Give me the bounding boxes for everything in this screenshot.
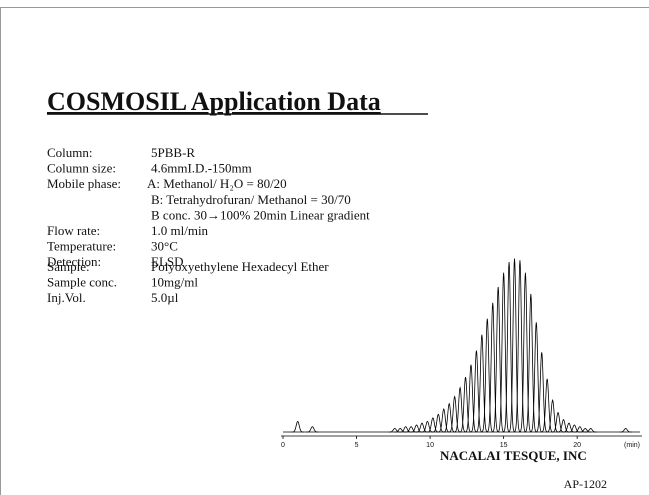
field-value: ELSD xyxy=(151,254,184,269)
peak xyxy=(399,426,412,433)
peak xyxy=(437,408,450,433)
peak xyxy=(415,422,429,433)
peak xyxy=(579,428,592,433)
peak xyxy=(475,334,488,433)
peak xyxy=(306,426,319,433)
peak xyxy=(584,428,597,433)
peak xyxy=(530,322,543,433)
title: COSMOSIL Application Data xyxy=(47,87,381,116)
field-value: 5PBB-R xyxy=(151,145,195,160)
peak xyxy=(562,422,575,433)
peak xyxy=(541,378,554,433)
field-label: Inj.Vol. xyxy=(47,290,86,305)
peak xyxy=(464,364,478,433)
x-tick-label: 15 xyxy=(500,442,508,449)
field-value: 30°C xyxy=(151,239,178,254)
field-value: 1.0 ml/min xyxy=(151,223,209,238)
peak xyxy=(432,413,445,433)
peak xyxy=(405,426,418,433)
peak xyxy=(410,424,423,433)
x-unit-label: (min) xyxy=(624,442,640,449)
field-value: 10mg/ml xyxy=(151,275,198,290)
field-label: Mobile phase: xyxy=(47,176,121,191)
field-label: Column: xyxy=(47,145,93,160)
peak xyxy=(459,377,472,433)
peak xyxy=(573,426,586,433)
field-value: A: Methanol/ H₂O = 80/20 xyxy=(147,176,287,191)
peak xyxy=(513,260,527,433)
field-label: Temperature: xyxy=(47,239,116,254)
peak xyxy=(470,350,483,433)
peak xyxy=(524,293,537,433)
peak xyxy=(443,402,456,433)
peak xyxy=(535,352,548,433)
x-tick-label: 0 xyxy=(281,442,285,449)
peak xyxy=(502,262,516,433)
peak xyxy=(481,318,494,433)
frame xyxy=(0,7,649,495)
peak xyxy=(291,420,304,433)
x-tick-label: 20 xyxy=(573,442,581,449)
field-value: 5.0µl xyxy=(151,290,179,305)
field-label: Flow rate: xyxy=(47,223,100,238)
field-value: Polyoxyethylene Hexadecyl Ether xyxy=(151,259,329,274)
doc-code: AP-1202 xyxy=(564,477,607,491)
field-label: Sample conc. xyxy=(47,275,117,290)
peak xyxy=(426,417,439,433)
peak xyxy=(552,411,565,433)
company: NACALAI TESQUE, INC xyxy=(440,448,587,463)
peak xyxy=(448,395,461,433)
field-label: Detection: xyxy=(47,254,101,269)
x-tick-label: 5 xyxy=(355,442,359,449)
field-label: Column size: xyxy=(47,161,116,176)
peak xyxy=(619,428,632,433)
peak xyxy=(557,419,570,433)
peak xyxy=(454,386,467,433)
peak xyxy=(568,424,581,433)
peak xyxy=(508,258,521,433)
peak xyxy=(421,420,434,433)
peak xyxy=(394,428,407,433)
field-value: B conc. 30→100% 20min Linear gradient xyxy=(151,207,370,222)
peak xyxy=(388,428,401,433)
field-label: Sample: xyxy=(47,259,90,274)
peak xyxy=(492,286,505,433)
x-tick-label: 10 xyxy=(426,442,434,449)
field-value: B: Tetrahydrofuran/ Methanol = 30/70 xyxy=(151,192,351,207)
field-value: 4.6mmI.D.-150mm xyxy=(151,161,252,176)
peak xyxy=(519,272,532,433)
peak xyxy=(486,302,499,433)
peak xyxy=(497,272,510,433)
peak xyxy=(546,399,559,433)
